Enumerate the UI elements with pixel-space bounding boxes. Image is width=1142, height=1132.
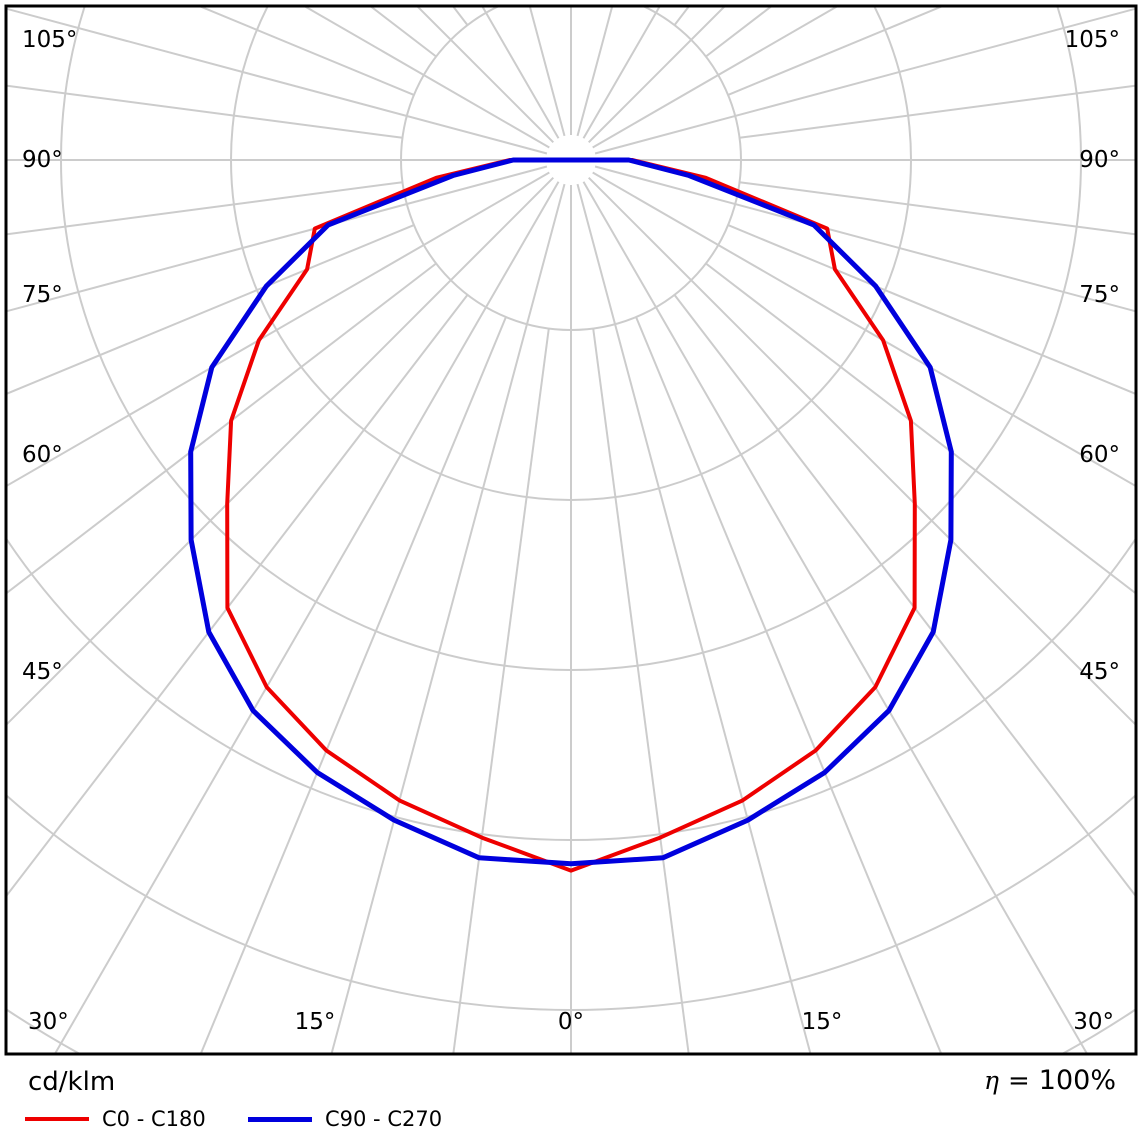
angle-label-right: 105°: [1065, 27, 1120, 53]
efficiency-value: 100%: [1038, 1065, 1116, 1096]
grid-spoke: [0, 0, 506, 3]
angle-label-left: 45°: [22, 659, 63, 685]
grid-spoke: [727, 224, 1135, 395]
angle-label-left: 75°: [22, 282, 63, 308]
grid-spoke: [7, 7, 548, 155]
grid-spoke: [7, 176, 555, 726]
curve-c90-c270: [188, 157, 954, 867]
angle-labels: 105° 90° 75° 60° 45° 105° 90° 75° 60° 45° 30° 15° 0°…: [22, 27, 1120, 1035]
grid-spoke: [199, 7, 415, 96]
angle-label-bottom: 30°: [1073, 1009, 1114, 1035]
grid-spoke: [635, 316, 942, 1053]
angle-label-right: 90°: [1079, 147, 1120, 173]
chart-footer: cd/klm η = 100% C0 - C180 C90 - C270: [0, 1060, 1142, 1132]
grid-spoke: [452, 328, 550, 1053]
grid-spoke: [727, 7, 943, 96]
grid-spoke: [587, 176, 1135, 726]
legend-swatch-c90-c270: [248, 1116, 312, 1122]
grid-spoke: [576, 183, 812, 1053]
angle-label-right: 60°: [1079, 442, 1120, 468]
grid-spoke: [330, 183, 566, 1053]
grid-spoke: [7, 294, 469, 897]
grid-spoke: [582, 181, 1088, 1053]
plot-border: [4, 4, 1138, 1056]
grid-spoke: [303, 7, 550, 149]
angle-label-bottom: 15°: [295, 1009, 336, 1035]
grid-spoke: [592, 7, 839, 149]
grid-spoke: [592, 171, 1135, 487]
angle-label-right: 75°: [1079, 282, 1120, 308]
equals-sign: =: [1008, 1066, 1030, 1096]
curve-c0-c180: [225, 158, 917, 873]
angle-label-right: 45°: [1079, 659, 1120, 685]
angle-label-left: 105°: [22, 27, 77, 53]
angle-label-left: 90°: [22, 147, 63, 173]
legend-swatch-c0-c180: [25, 1117, 89, 1121]
grid-spoke: [636, 0, 1142, 3]
angle-label-bottom: 30°: [28, 1009, 69, 1035]
legend-label-c0-c180: C0 - C180: [102, 1107, 206, 1131]
polar-chart: 105° 90° 75° 60° 45° 105° 90° 75° 60° 45° 30° 15° 0°…: [0, 0, 1142, 1056]
grid-spoke: [739, 84, 1135, 139]
grid-spoke: [7, 262, 437, 595]
grid-spoke: [54, 181, 560, 1053]
grid-spoke: [200, 316, 507, 1053]
angle-label-bottom: 0°: [558, 1009, 584, 1035]
grid-spoke: [592, 328, 690, 1053]
grid-spoke: [7, 224, 415, 395]
grid-spoke: [7, 181, 403, 236]
efficiency: η = 100%: [984, 1065, 1116, 1096]
polar-grid: [0, 0, 1142, 1053]
grid-spoke: [7, 84, 403, 139]
grid-spoke: [739, 181, 1135, 236]
grid-spoke: [594, 165, 1135, 313]
legend-item-c90-c270: C90 - C270: [248, 1107, 442, 1131]
legend-item-c0-c180: C0 - C180: [25, 1107, 206, 1131]
angle-label-left: 60°: [22, 442, 63, 468]
grid-spoke: [7, 171, 550, 487]
grid-spoke: [7, 165, 548, 313]
eta-symbol: η: [984, 1066, 999, 1095]
legend-label-c90-c270: C90 - C270: [325, 1107, 443, 1131]
grid-spoke: [673, 294, 1135, 897]
grid-spoke: [594, 7, 1135, 155]
angle-label-bottom: 15°: [802, 1009, 843, 1035]
grid-spoke: [705, 262, 1135, 595]
intensity-curves: [188, 157, 954, 873]
unit-label: cd/klm: [28, 1067, 116, 1097]
